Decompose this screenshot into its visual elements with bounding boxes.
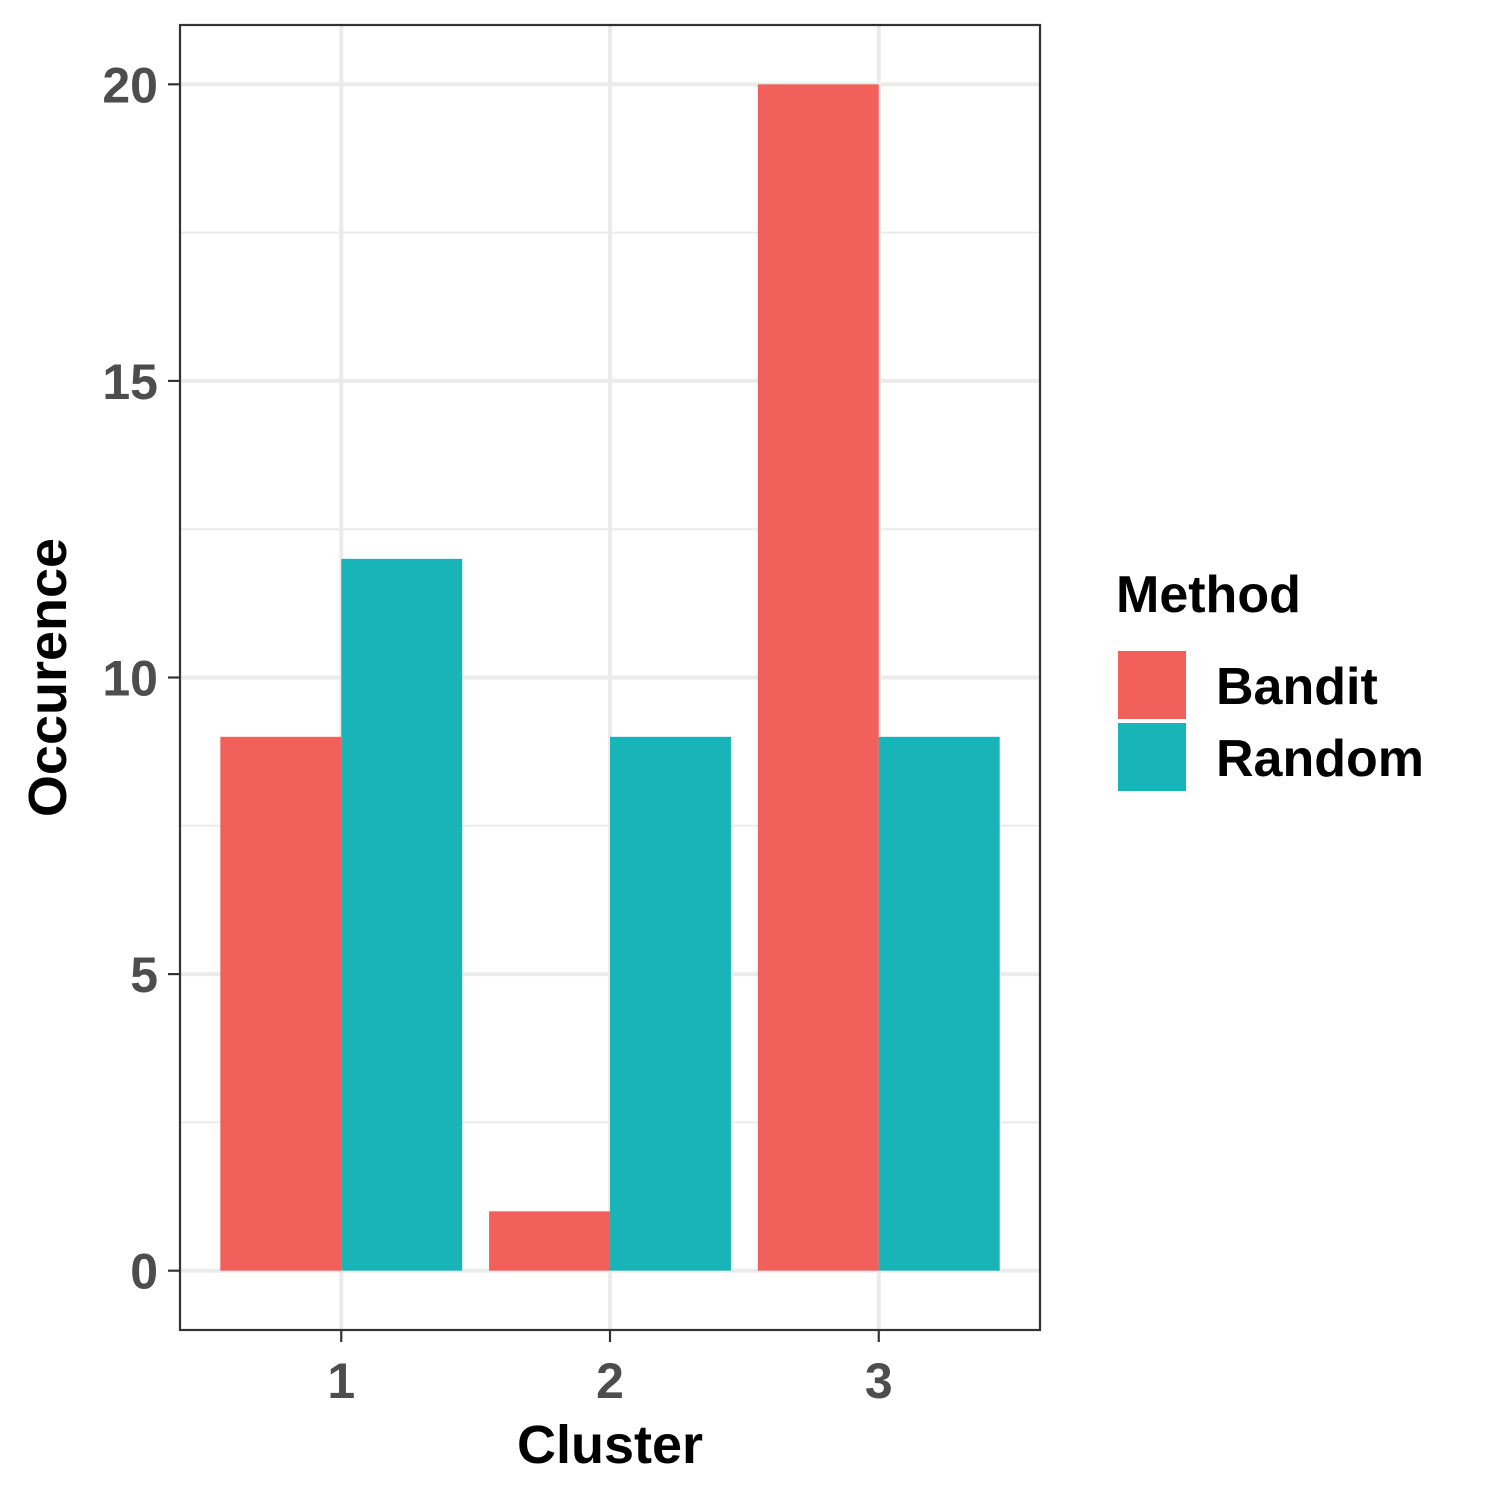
bar-bandit-cluster-1: [220, 736, 342, 1271]
bar-bandit-cluster-2: [489, 1211, 610, 1271]
x-axis-title: Cluster: [517, 1415, 703, 1475]
x-tick-label: 2: [596, 1353, 624, 1409]
legend-title: Method: [1116, 566, 1301, 624]
bar-random-cluster-1: [341, 558, 463, 1271]
bar-random-cluster-2: [610, 736, 731, 1271]
y-tick-label: 15: [102, 354, 158, 410]
bar-bandit-cluster-3: [757, 84, 879, 1271]
x-tick-label: 3: [865, 1353, 893, 1409]
y-tick-label: 5: [130, 947, 158, 1003]
bar-random-cluster-3: [878, 736, 1000, 1271]
legend-label-bandit: Bandit: [1216, 658, 1378, 716]
legend-key-random: [1118, 723, 1186, 791]
y-axis-ticks: 0 5 10 15 20: [102, 57, 180, 1300]
y-tick-label: 0: [130, 1244, 158, 1300]
x-axis-ticks: 1 2 3: [327, 1330, 893, 1409]
legend-key-bandit: [1118, 651, 1186, 719]
legend: Method Bandit Random: [1116, 566, 1424, 791]
legend-label-random: Random: [1216, 730, 1424, 788]
y-axis-title: Occurence: [18, 538, 78, 817]
bars: [220, 84, 1000, 1271]
x-tick-label: 1: [327, 1353, 355, 1409]
y-tick-label: 20: [102, 57, 158, 113]
y-tick-label: 10: [102, 651, 158, 707]
